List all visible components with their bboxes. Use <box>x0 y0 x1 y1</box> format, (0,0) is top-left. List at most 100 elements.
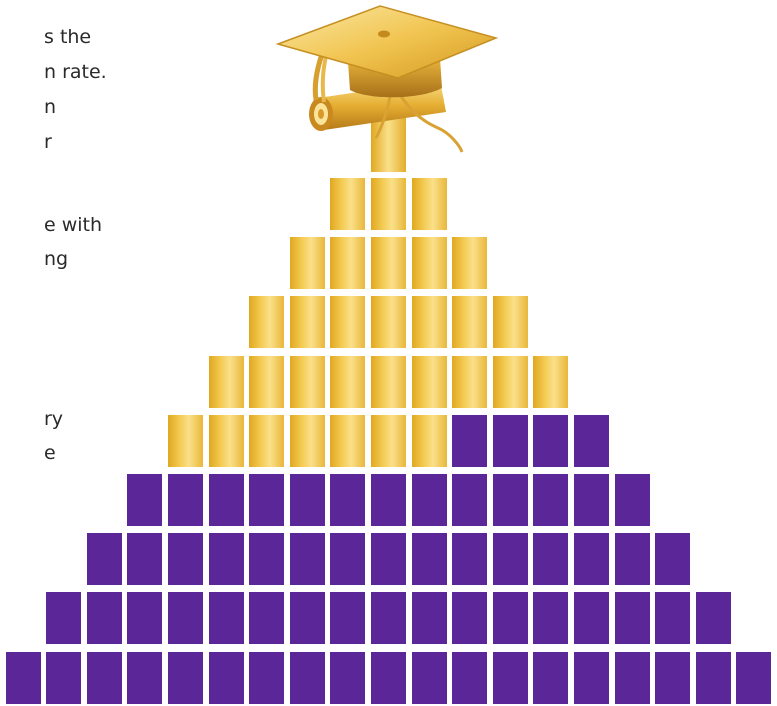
purple-block <box>574 592 609 645</box>
gold-block <box>289 296 325 349</box>
purple-block <box>411 533 447 586</box>
purple-block <box>5 651 41 704</box>
purple-block <box>127 474 163 526</box>
purple-block <box>574 651 609 704</box>
purple-block <box>533 651 569 704</box>
purple-block <box>289 592 325 645</box>
text-line-8: e <box>44 442 56 464</box>
purple-block <box>574 414 609 467</box>
gold-block <box>330 414 366 467</box>
purple-block <box>655 651 691 704</box>
purple-block <box>330 474 366 526</box>
gold-block <box>533 355 569 408</box>
purple-block <box>655 592 691 645</box>
purple-block <box>452 592 488 645</box>
gold-block <box>330 237 366 290</box>
gold-block <box>249 414 285 467</box>
purple-block <box>168 592 203 645</box>
text-line-5: e with <box>44 214 103 236</box>
purple-block <box>127 533 163 586</box>
purple-block <box>492 533 528 586</box>
purple-block <box>86 592 122 645</box>
purple-block <box>330 651 366 704</box>
gold-block <box>249 355 285 408</box>
purple-block <box>533 592 569 645</box>
purple-block <box>452 651 488 704</box>
purple-block <box>533 414 569 467</box>
purple-block <box>452 474 488 526</box>
gold-block <box>289 355 325 408</box>
purple-block <box>86 651 122 704</box>
gold-block <box>208 355 244 408</box>
gold-block <box>492 296 528 349</box>
gold-block <box>492 355 528 408</box>
purple-block <box>249 592 285 645</box>
purple-block <box>371 533 406 586</box>
purple-block <box>695 592 731 645</box>
purple-block <box>330 533 366 586</box>
purple-block <box>614 592 650 645</box>
purple-block <box>411 651 447 704</box>
gold-block <box>452 355 488 408</box>
gold-block <box>371 237 406 290</box>
purple-block <box>289 533 325 586</box>
purple-block <box>411 592 447 645</box>
gold-block <box>371 296 406 349</box>
text-line-4: r <box>44 131 52 153</box>
purple-block <box>614 474 650 526</box>
gold-block <box>289 237 325 290</box>
purple-block <box>736 651 772 704</box>
purple-block <box>208 651 244 704</box>
cap-button <box>378 30 390 38</box>
text-line-2: n rate. <box>44 61 107 83</box>
purple-block <box>208 474 244 526</box>
purple-block <box>695 651 731 704</box>
mortarboard <box>275 5 499 79</box>
graduation-cap-diploma-icon <box>275 5 499 172</box>
purple-block <box>168 533 203 586</box>
purple-block <box>452 533 488 586</box>
gold-block <box>411 237 447 290</box>
text-line-1: s the <box>44 26 92 48</box>
purple-block <box>533 474 569 526</box>
gold-block <box>411 355 447 408</box>
gold-block <box>411 178 447 230</box>
purple-block <box>492 474 528 526</box>
purple-block <box>655 533 691 586</box>
purple-block <box>46 651 82 704</box>
text-line-7: ry <box>44 408 64 430</box>
purple-block <box>492 651 528 704</box>
purple-block <box>127 651 163 704</box>
gold-block <box>371 414 406 467</box>
purple-block <box>492 414 528 467</box>
purple-block <box>46 592 82 645</box>
purple-block <box>249 533 285 586</box>
text-line-3: n <box>44 96 57 118</box>
purple-block <box>289 474 325 526</box>
purple-block <box>614 651 650 704</box>
purple-block <box>289 651 325 704</box>
purple-block <box>614 533 650 586</box>
purple-block <box>208 592 244 645</box>
purple-block <box>574 533 609 586</box>
purple-block <box>411 474 447 526</box>
purple-block <box>371 651 406 704</box>
text-line-6: ng <box>44 248 69 270</box>
gold-block <box>330 178 366 230</box>
purple-block <box>249 474 285 526</box>
gold-block <box>452 237 488 290</box>
purple-block <box>127 592 163 645</box>
purple-block <box>371 474 406 526</box>
pyramid-top-stem <box>371 118 406 172</box>
gold-block <box>330 296 366 349</box>
gold-block <box>289 414 325 467</box>
purple-block <box>330 592 366 645</box>
gold-block <box>371 355 406 408</box>
purple-block <box>371 592 406 645</box>
purple-block <box>533 533 569 586</box>
gold-block <box>168 414 203 467</box>
gold-block <box>371 178 406 230</box>
gold-block <box>411 414 447 467</box>
purple-block <box>452 414 488 467</box>
purple-block <box>492 592 528 645</box>
